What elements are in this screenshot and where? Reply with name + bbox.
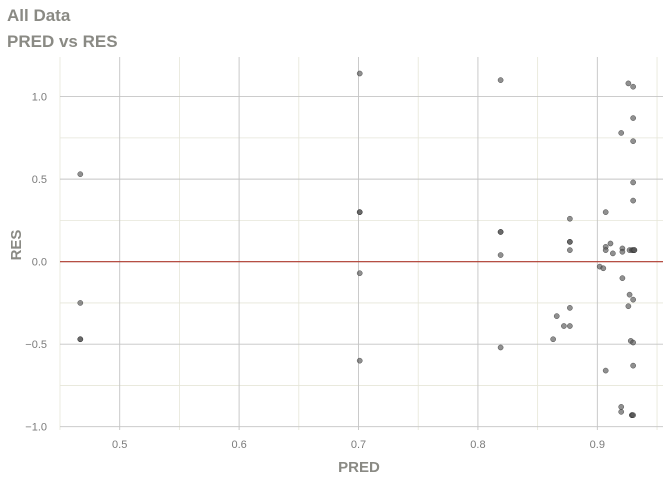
data-point [630, 339, 636, 346]
x-axis-label: PRED [338, 459, 380, 476]
data-point [609, 250, 616, 257]
major-gridlines [60, 57, 663, 430]
data-point [619, 275, 626, 282]
y-tick-label: 1.0 [32, 92, 47, 104]
data-point [77, 300, 84, 306]
chart-subtitle: PRED vs RES [7, 32, 118, 51]
data-point [618, 130, 625, 136]
data-point [356, 270, 363, 277]
data-point [630, 197, 636, 204]
data-point [497, 229, 504, 235]
data-point [356, 209, 363, 215]
data-point [618, 408, 625, 415]
data-point [356, 70, 363, 77]
data-point [619, 248, 626, 255]
data-point [602, 247, 609, 253]
data-point [625, 80, 632, 87]
x-tick-label: 0.5 [112, 439, 127, 451]
data-point [602, 367, 609, 374]
data-point [618, 404, 625, 410]
y-tick-label: 0.0 [32, 257, 47, 269]
y-tick-label: −1.0 [25, 422, 47, 434]
data-point [567, 247, 573, 253]
data-point [630, 115, 636, 121]
data-point [630, 138, 636, 145]
data-point [77, 171, 84, 178]
data-point [553, 313, 560, 319]
data-point [607, 240, 614, 247]
x-tick-label: 0.9 [590, 439, 605, 451]
data-point [630, 179, 636, 186]
data-point [561, 323, 567, 329]
x-tick-labels: 0.5 0.6 0.7 0.8 0.9 [112, 439, 605, 451]
minor-gridlines [59, 57, 663, 430]
data-point [600, 265, 607, 272]
data-point [630, 362, 636, 369]
data-point [497, 77, 504, 83]
chart-title: All Data [7, 6, 71, 25]
y-tick-labels: −1.0 −0.5 0.0 0.5 1.0 [25, 92, 47, 434]
data-point [77, 336, 84, 343]
data-point [567, 238, 573, 245]
data-point [631, 247, 638, 253]
data-point [630, 412, 636, 418]
data-point [567, 323, 573, 329]
y-tick-label: −0.5 [25, 339, 47, 351]
data-point [567, 215, 573, 222]
y-tick-label: 0.5 [32, 174, 47, 186]
data-points [77, 70, 638, 418]
y-axis-label: RES [8, 230, 25, 261]
x-tick-label: 0.7 [351, 439, 366, 451]
data-point [602, 209, 609, 215]
data-point [497, 344, 504, 351]
data-point [625, 303, 632, 310]
data-point [497, 252, 504, 258]
data-point [630, 296, 636, 303]
data-point [356, 357, 363, 364]
data-point [626, 291, 633, 298]
data-point [630, 83, 636, 90]
data-point [550, 336, 556, 343]
x-tick-label: 0.6 [231, 439, 246, 451]
x-tick-label: 0.8 [470, 439, 485, 451]
data-point [567, 305, 573, 311]
